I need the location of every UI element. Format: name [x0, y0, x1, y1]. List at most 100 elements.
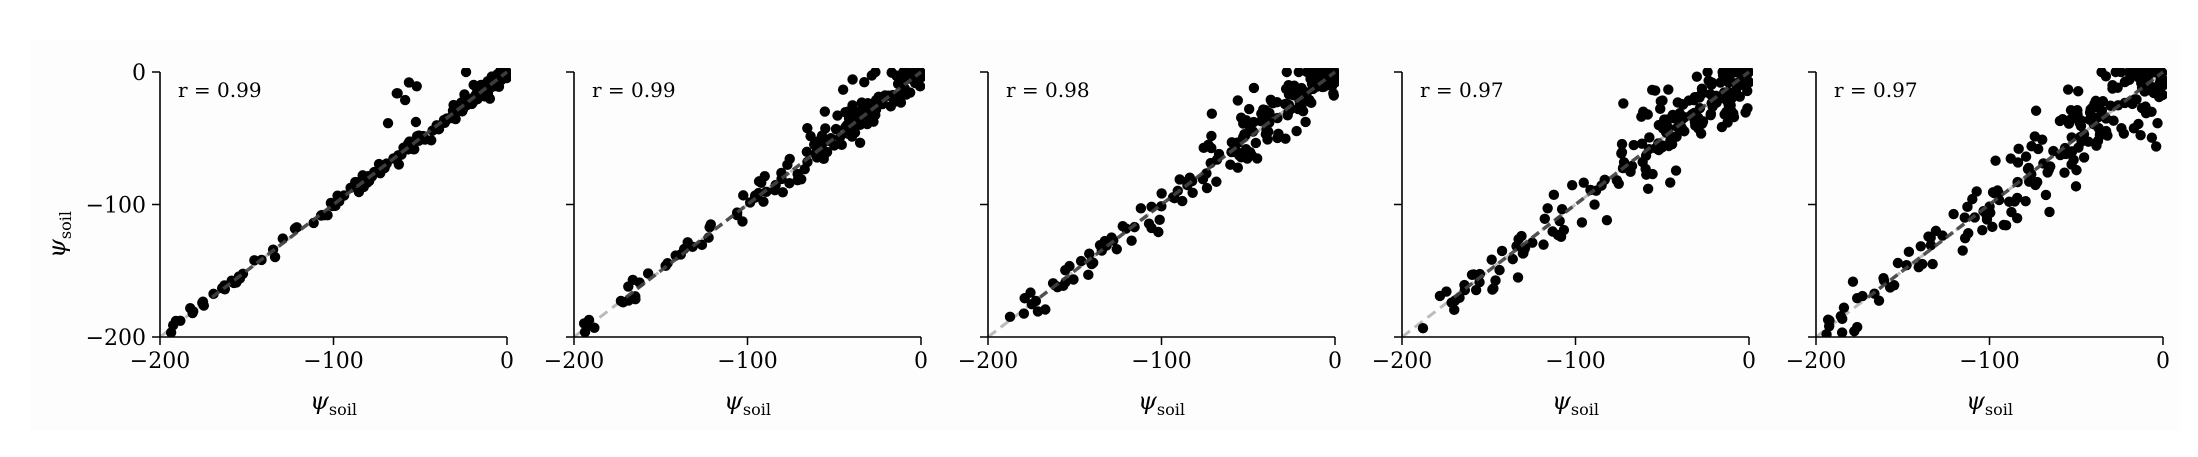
data-point: [2097, 96, 2109, 107]
data-point: [2075, 120, 2087, 132]
fit-line: [624, 70, 923, 299]
x-axis-label: ψsoil: [1966, 387, 2013, 419]
data-point: [2087, 102, 2098, 113]
data-point: [1705, 108, 1717, 120]
data-point: [1240, 143, 1252, 155]
data-point: [2133, 118, 2144, 130]
data-point: [1314, 68, 1326, 78]
panel-2: −200 −100 0 r = 0.99 ψsoil: [544, 68, 928, 419]
data-point: [2040, 189, 2052, 201]
data-point: [802, 122, 813, 134]
data-point: [1626, 160, 1638, 172]
data-point: [1211, 176, 1222, 187]
panel-4: −200 −100 0 r = 0.97 ψsoil: [1372, 68, 1756, 419]
data-point: [1728, 108, 1739, 119]
data-point: [899, 83, 911, 94]
data-point: [1060, 264, 1071, 276]
panel-1: −200 −100 0 −200 −100 0 r = 0.99 ψsoil ψsoil: [43, 61, 514, 419]
data-point: [2135, 129, 2146, 141]
data-point: [1075, 255, 1087, 267]
data-point: [399, 94, 411, 106]
data-point: [1992, 185, 2003, 196]
data-point: [2126, 68, 2138, 78]
figure: −200 −100 0 −200 −100 0 r = 0.99 ψsoil ψsoil −200…: [30, 40, 2180, 430]
data-point: [1628, 139, 1639, 151]
data-point: [2073, 86, 2084, 97]
data-point: [1696, 83, 1708, 94]
data-point: [1696, 118, 1708, 129]
data-point: [1234, 150, 1245, 161]
x-axis-label: ψsoil: [310, 387, 357, 419]
data-area: [574, 68, 925, 337]
x-tick-label: −100: [1545, 349, 1605, 374]
data-point: [1927, 258, 1938, 270]
data-point: [1154, 214, 1165, 226]
data-point: [2012, 192, 2023, 204]
data-point: [1548, 189, 1560, 201]
data-point: [2108, 115, 2119, 126]
x-tick-label: −200: [130, 349, 190, 374]
data-point: [482, 78, 493, 89]
data-point: [758, 196, 769, 207]
fit-line: [210, 70, 509, 299]
data-point: [1730, 84, 1742, 95]
data-point: [914, 81, 925, 92]
data-point: [1962, 201, 1973, 213]
data-point: [1641, 169, 1652, 180]
data-point: [1243, 103, 1255, 115]
x-tick-label: −200: [1372, 349, 1432, 374]
data-point: [2064, 114, 2076, 126]
data-area: [988, 68, 1339, 337]
data-point: [837, 84, 849, 95]
data-point: [784, 178, 795, 189]
data-point: [1446, 297, 1457, 308]
data-point: [2152, 117, 2163, 129]
data-point: [1723, 68, 1735, 78]
data-point: [1892, 257, 1904, 269]
data-point: [1616, 138, 1628, 150]
data-point: [1670, 165, 1682, 176]
x-tick-label: −100: [303, 349, 363, 374]
data-point: [165, 327, 177, 337]
data-area: [160, 68, 511, 337]
data-point: [1618, 98, 1629, 109]
data-point: [1272, 132, 1283, 144]
data-point: [1468, 269, 1479, 280]
y-tick-label: −100: [86, 194, 146, 219]
data-point: [1486, 254, 1497, 265]
data-point: [1857, 290, 1868, 302]
data-point: [1702, 68, 1713, 78]
data-point: [1987, 221, 1998, 233]
data-point: [2029, 131, 2041, 142]
data-point: [2023, 176, 2035, 187]
data-point: [859, 77, 870, 88]
data-point: [1539, 213, 1550, 224]
y-tick-label: −200: [86, 326, 146, 351]
data-point: [777, 187, 788, 198]
data-point: [1135, 203, 1147, 214]
data-point: [1706, 77, 1718, 88]
data-point: [1659, 114, 1670, 125]
x-tick-label: −100: [1959, 349, 2019, 374]
data-point: [1187, 187, 1198, 199]
correlation-annotation: r = 0.98: [1006, 78, 1090, 102]
data-point: [756, 177, 767, 188]
data-point: [738, 190, 749, 201]
data-point: [832, 110, 843, 121]
data-point: [801, 146, 813, 158]
data-point: [2153, 82, 2165, 93]
data-point: [1293, 103, 1304, 115]
data-point: [1838, 302, 1850, 313]
data-point: [1283, 79, 1294, 91]
data-area: [1402, 68, 1753, 337]
data-point: [1198, 142, 1209, 154]
data-point: [1026, 298, 1037, 310]
data-point: [403, 77, 415, 88]
data-point: [2005, 153, 2016, 164]
data-point: [2020, 195, 2031, 207]
x-tick-label: −100: [717, 349, 777, 374]
x-tick-label: −200: [958, 349, 1018, 374]
x-tick-label: 0: [1742, 349, 1756, 374]
data-point: [866, 70, 878, 81]
data-point: [1888, 280, 1900, 291]
